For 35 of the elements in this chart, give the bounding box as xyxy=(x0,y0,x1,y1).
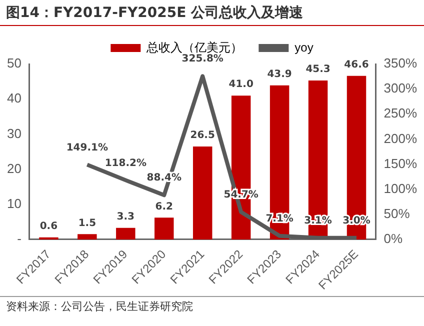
y-tick-label: 20 xyxy=(6,160,22,176)
data-label: 26.5 xyxy=(190,130,215,142)
bar xyxy=(116,228,136,240)
bar xyxy=(154,218,174,240)
y-tick-label: 30 xyxy=(6,126,22,141)
y2-tick-label: 50% xyxy=(384,206,410,221)
bar xyxy=(78,234,97,240)
data-label: 325.8% xyxy=(182,54,224,65)
data-label: 6.2 xyxy=(155,201,174,212)
data-label: 46.6 xyxy=(344,60,369,71)
y2-tick-label: 100% xyxy=(384,180,418,196)
legend-label: 总收入（亿美元） xyxy=(146,40,243,54)
y2-tick-label: 300% xyxy=(384,80,418,96)
y-tick-label: 10 xyxy=(6,196,22,211)
y-tick-label: 40 xyxy=(6,90,22,106)
y-tick-label: - xyxy=(17,231,22,246)
data-label: 0.6 xyxy=(40,220,58,232)
legend-label: yoy xyxy=(294,40,314,54)
data-label: 43.9 xyxy=(267,68,292,80)
data-label: 54.7% xyxy=(224,190,258,201)
data-label: 41.0 xyxy=(228,79,254,90)
chart-title: 图14：FY2017-FY2025E 公司总收入及增速 xyxy=(0,0,424,26)
data-label: 118.2% xyxy=(104,158,146,169)
y2-tick-label: 0% xyxy=(384,231,403,246)
y2-tick-label: 350% xyxy=(384,56,418,71)
text: 资料来源：公司公告，民生证券研究院 xyxy=(0,296,424,316)
data-label: 45.3 xyxy=(306,64,330,76)
y2-tick-label: 200% xyxy=(384,130,418,146)
y2-tick-label: 150% xyxy=(384,156,418,171)
y2-tick-label: 250% xyxy=(384,106,418,121)
data-label: 3.3 xyxy=(116,211,135,222)
y-tick-label: 50 xyxy=(6,56,22,71)
data-label: 149.1% xyxy=(66,142,108,154)
bar xyxy=(192,146,212,240)
data-label: 1.5 xyxy=(78,218,96,229)
